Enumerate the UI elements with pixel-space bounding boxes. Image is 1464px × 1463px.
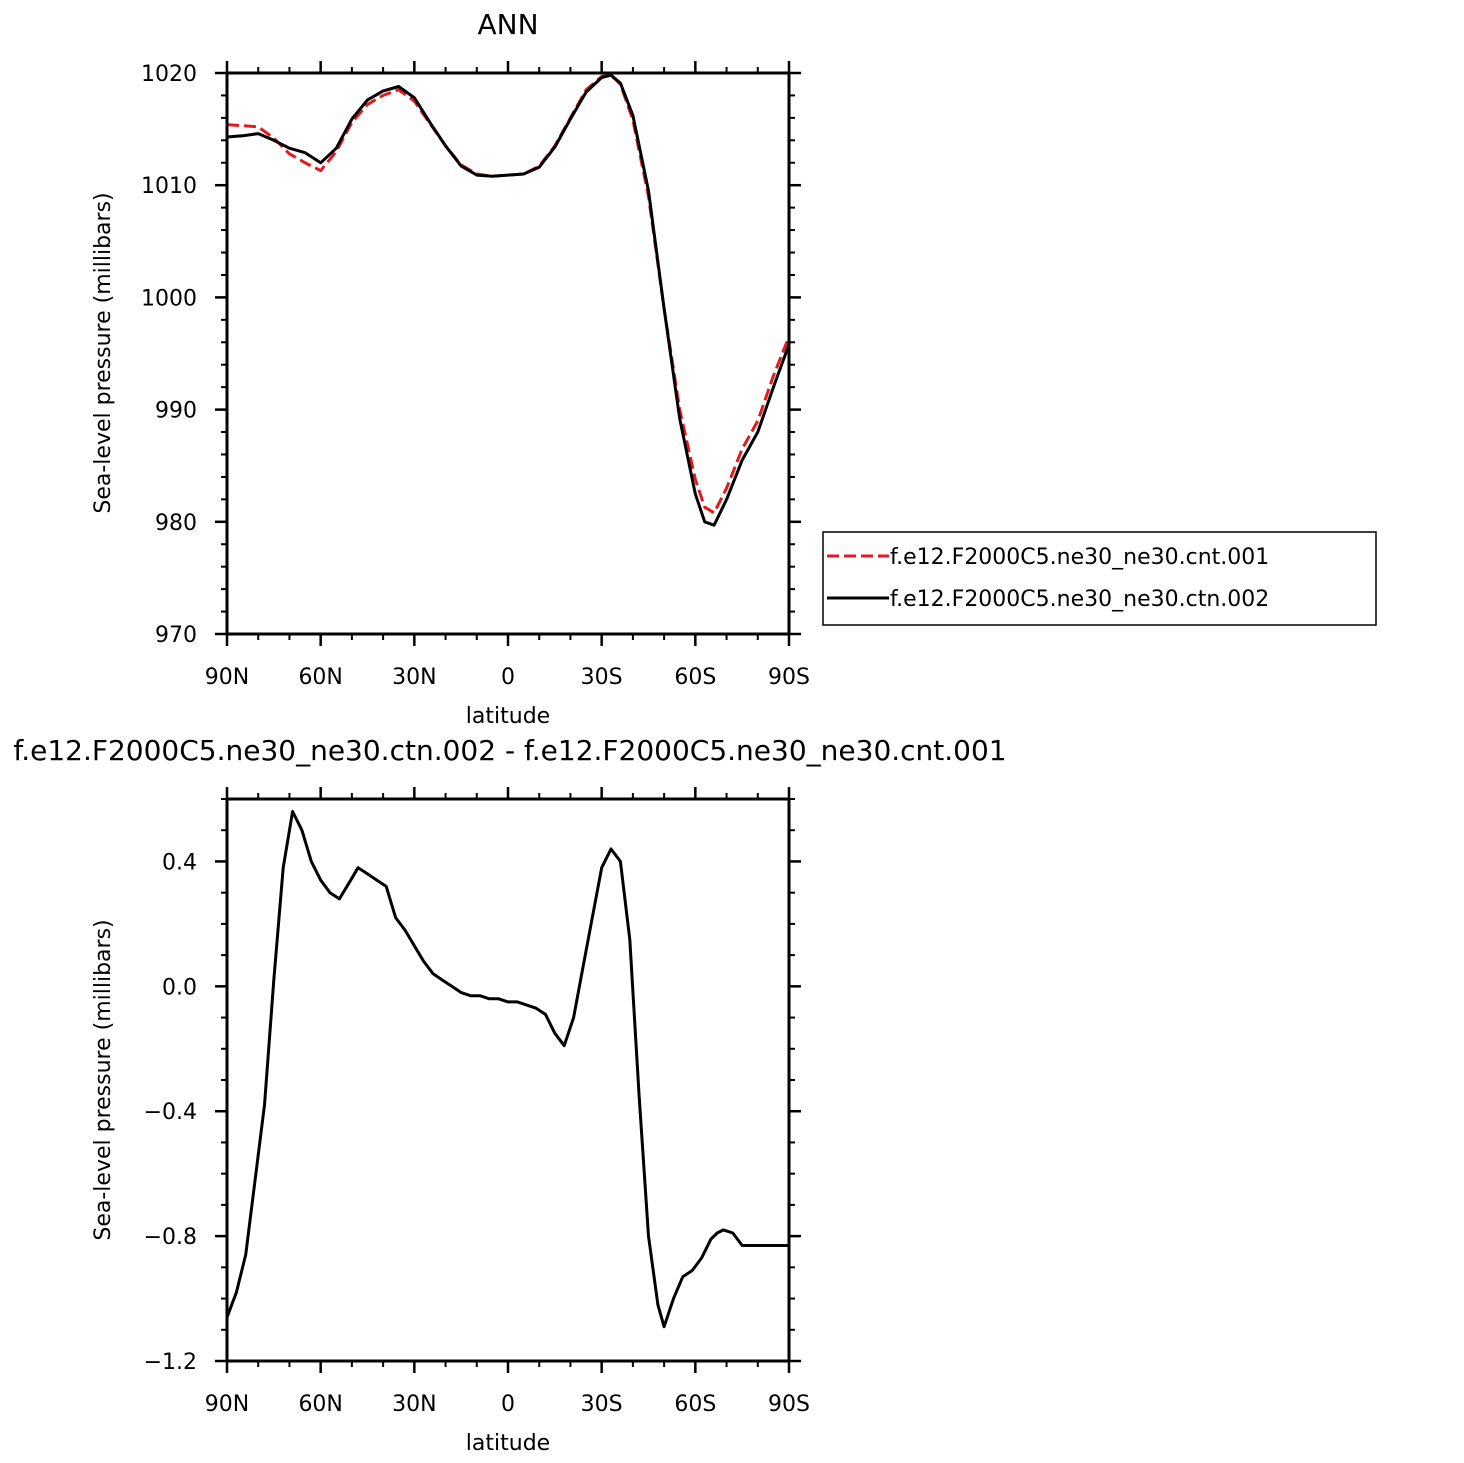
series-line-bottom-0 [225,810,789,1329]
y-tick-label: 970 [155,623,197,648]
x-tick-label: 60N [298,665,342,690]
y-tick-label: −0.4 [144,1100,197,1125]
x-tick-label: 90N [205,665,249,690]
x-tick-label: 90S [768,665,810,690]
legend-label-ctn: f.e12.F2000C5.ne30_ne30.ctn.002 [890,587,1269,612]
panel-bottom-title: f.e12.F2000C5.ne30_ne30.ctn.002 - f.e12.… [13,734,1006,767]
panel-bottom-xticklabels: 90N 60N 30N 0 30S 60S 90S [205,1392,810,1417]
series-line-top-0 [226,73,791,515]
panel-top-xticklabels: 90N 60N 30N 0 30S 60S 90S [205,665,810,690]
y-tick-label: −1.2 [144,1350,197,1375]
y-tick-label: 1020 [141,62,197,87]
y-tick-label: 0.4 [162,850,197,875]
x-tick-label: 0 [501,1392,515,1417]
panel-bottom-lines [225,810,789,1329]
panel-bottom-ticks [215,787,801,1373]
x-tick-label: 30S [581,665,623,690]
panel-bottom-ylabel: Sea-level pressure (millibars) [91,919,116,1240]
y-tick-label: 1000 [141,286,197,311]
panel-top-ylabel: Sea-level pressure (millibars) [91,192,116,513]
legend: f.e12.F2000C5.ne30_ne30.cnt.001 f.e12.F2… [822,531,1377,626]
x-tick-label: 90N [205,1392,249,1417]
legend-box [822,531,1377,626]
panel-top: ANN 970 980 990 1000 1010 1020 90N 60N 30N 0 30S 6… [91,8,810,729]
panel-top-ticks [215,61,801,646]
panel-top-title: ANN [477,8,538,41]
panel-top-lines [226,73,791,527]
x-tick-label: 30N [392,665,436,690]
x-tick-label: 30S [581,1392,623,1417]
y-tick-label: 990 [155,399,197,424]
x-tick-label: 60S [674,1392,716,1417]
panel-bottom-xlabel: latitude [466,1431,550,1456]
y-tick-label: −0.8 [144,1225,197,1250]
panel-bottom-frame [225,797,791,1363]
panel-top-xlabel: latitude [466,704,550,729]
y-tick-label: 980 [155,511,197,536]
legend-label-cnt: f.e12.F2000C5.ne30_ne30.cnt.001 [890,545,1269,570]
x-tick-label: 60N [298,1392,342,1417]
x-tick-label: 90S [768,1392,810,1417]
y-tick-label: 1010 [141,174,197,199]
panel-bottom: f.e12.F2000C5.ne30_ne30.ctn.002 - f.e12.… [13,734,1006,1456]
series-line-top-1 [226,73,791,527]
x-tick-label: 30N [392,1392,436,1417]
x-tick-label: 60S [674,665,716,690]
x-tick-label: 0 [501,665,515,690]
y-tick-label: 0.0 [162,975,197,1000]
panel-bottom-yticklabels: −1.2 −0.8 −0.4 0.0 0.4 [144,850,197,1375]
panel-top-yticklabels: 970 980 990 1000 1010 1020 [141,62,197,648]
